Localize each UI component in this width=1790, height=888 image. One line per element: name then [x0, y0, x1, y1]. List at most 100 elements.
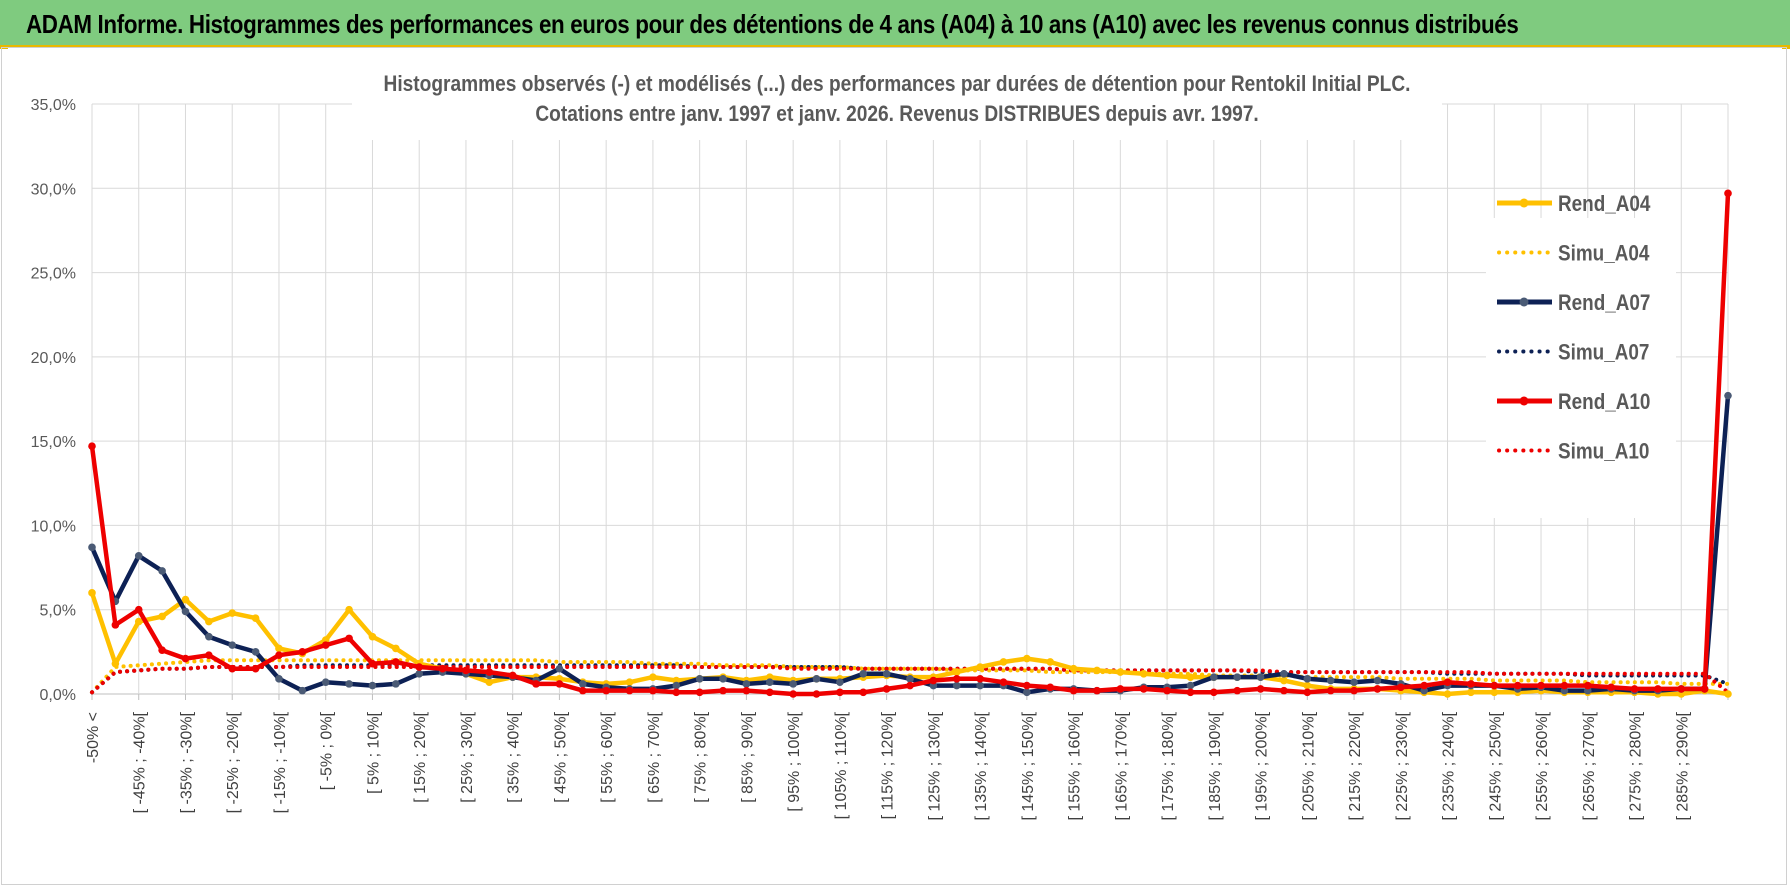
- point-rend-a04: [1046, 658, 1055, 666]
- point-rend-a10: [649, 686, 657, 695]
- point-rend-a10: [1490, 681, 1499, 690]
- point-rend-a10: [1724, 189, 1732, 198]
- legend-marker-rend-a10: [1519, 396, 1529, 406]
- point-rend-a10: [1420, 681, 1428, 690]
- point-rend-a04: [134, 617, 143, 626]
- point-rend-a10: [205, 651, 213, 660]
- point-rend-a10: [1139, 685, 1148, 693]
- point-rend-a04: [1490, 688, 1499, 697]
- x-tick-label: [ 145% ; 150%[: [1020, 711, 1037, 820]
- point-rend-a10: [579, 686, 587, 695]
- x-tick-label: [ 275% ; 280%[: [1628, 711, 1645, 820]
- point-rend-a10: [999, 678, 1008, 686]
- point-rend-a07: [298, 686, 307, 695]
- point-rend-a04: [976, 663, 984, 671]
- point-rend-a04: [952, 668, 961, 676]
- point-rend-a10: [275, 651, 283, 660]
- x-tick-label: [ -45% ; -40%[: [132, 711, 149, 813]
- point-rend-a10: [321, 641, 330, 649]
- x-tick-label: [ -35% ; -30%[: [178, 711, 195, 813]
- point-rend-a10: [251, 664, 260, 673]
- point-rend-a07: [415, 669, 424, 678]
- point-rend-a07: [1303, 675, 1312, 683]
- point-rend-a07: [882, 669, 891, 678]
- point-rend-a10: [789, 690, 797, 698]
- point-rend-a10: [1373, 685, 1382, 693]
- y-tick-label: 30,0%: [31, 181, 76, 198]
- point-rend-a10: [836, 688, 844, 697]
- point-rend-a10: [882, 685, 891, 693]
- point-rend-a10: [1583, 681, 1592, 690]
- point-rend-a10: [976, 675, 984, 683]
- point-rend-a10: [1023, 681, 1031, 690]
- legend-label-rend-a04: Rend_A04: [1558, 192, 1651, 217]
- point-rend-a04: [1163, 671, 1171, 680]
- y-tick-label: 25,0%: [31, 266, 76, 283]
- point-rend-a07: [906, 675, 914, 683]
- point-rend-a07: [321, 678, 330, 686]
- point-rend-a04: [251, 614, 260, 622]
- point-rend-a07: [134, 551, 143, 560]
- point-rend-a07: [765, 678, 774, 686]
- point-rend-a04: [158, 612, 166, 621]
- point-rend-a10: [134, 605, 143, 614]
- point-rend-a10: [1233, 686, 1241, 695]
- banner-title: ADAM Informe. Histogrammes des performan…: [26, 9, 1519, 39]
- point-rend-a10: [1467, 680, 1475, 688]
- point-rend-a07: [392, 680, 400, 688]
- banner: ADAM Informe. Histogrammes des performan…: [0, 0, 1790, 47]
- point-rend-a04: [181, 595, 190, 604]
- legend-label-rend-a07: Rend_A07: [1558, 291, 1650, 316]
- point-rend-a04: [228, 609, 237, 617]
- x-tick-label: [ 265% ; 270%[: [1581, 711, 1598, 820]
- point-rend-a07: [1373, 676, 1382, 685]
- x-tick-label: [ 205% ; 210%[: [1300, 711, 1317, 820]
- x-tick-label: [ 175% ; 180%[: [1160, 711, 1177, 820]
- x-tick-label: [ -25% ; -20%[: [225, 711, 242, 813]
- y-tick-label: 10,0%: [31, 518, 76, 535]
- y-tick-label: 15,0%: [31, 434, 76, 451]
- series-line-simu-a04: [90, 658, 1730, 695]
- point-rend-a10: [555, 680, 564, 688]
- point-rend-a10: [1069, 686, 1078, 695]
- point-rend-a07: [579, 680, 587, 688]
- point-rend-a04: [88, 589, 96, 597]
- x-tick-label: [ 15% ; 20%[: [412, 711, 429, 802]
- point-rend-a10: [1630, 685, 1639, 693]
- point-rend-a10: [1607, 683, 1615, 692]
- legend-background: [1486, 218, 1676, 518]
- gridlines: [91, 103, 1729, 700]
- x-tick-label: [ 165% ; 170%[: [1113, 711, 1130, 820]
- point-rend-a10: [1350, 686, 1358, 695]
- point-rend-a10: [1443, 678, 1452, 686]
- point-rend-a07: [742, 680, 751, 688]
- point-rend-a10: [392, 658, 400, 666]
- point-rend-a10: [765, 688, 774, 697]
- point-rend-a10: [158, 646, 166, 654]
- x-tick-label: [ 5% ; 10%[: [365, 711, 382, 793]
- x-tick-label: [ 35% ; 40%[: [506, 711, 523, 802]
- point-rend-a04: [111, 659, 120, 668]
- legend: Rend_A04 Simu_A04 Rend_A07 Simu_A07 Rend_A10…: [1486, 192, 1676, 518]
- point-rend-a10: [1163, 686, 1171, 695]
- point-rend-a10: [415, 663, 424, 671]
- point-rend-a10: [859, 688, 868, 697]
- point-rend-a07: [1210, 673, 1218, 681]
- x-axis-labels: -50% < [ -45% ; -40%[[ -35% ; -30%[[ -25%…: [85, 711, 1691, 820]
- point-rend-a07: [672, 681, 681, 690]
- x-tick-label: [ 285% ; 290%[: [1674, 711, 1691, 820]
- x-tick-label: [ 105% ; 110%[: [833, 711, 850, 819]
- point-rend-a10: [719, 686, 727, 695]
- point-rend-a10: [625, 686, 634, 695]
- point-rend-a07: [1280, 669, 1288, 678]
- x-tick-label: [ 115% ; 120%[: [880, 711, 897, 819]
- point-rend-a10: [228, 664, 237, 673]
- point-rend-a07: [789, 680, 797, 688]
- x-tick-label: [ -5% ; 0%[: [319, 711, 336, 790]
- point-rend-a10: [1210, 688, 1218, 697]
- point-rend-a04: [1724, 690, 1732, 698]
- point-rend-a04: [1139, 669, 1148, 678]
- point-rend-a07: [695, 675, 704, 683]
- point-rend-a07: [1023, 688, 1031, 697]
- x-tick-label: [ 195% ; 200%[: [1254, 711, 1271, 820]
